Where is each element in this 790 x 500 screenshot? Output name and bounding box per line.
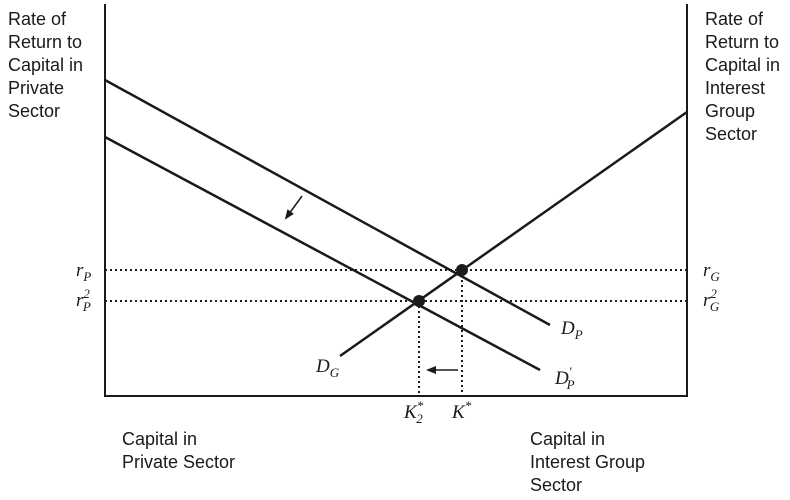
dp-label: DP	[560, 318, 583, 342]
dg-curve	[339, 110, 688, 358]
dg-label: DG	[315, 356, 340, 380]
bottom-right-label: Capital in Interest Group Sector	[530, 429, 646, 495]
dp-curve	[104, 78, 551, 327]
equilibrium-point-original	[456, 264, 468, 276]
right-axis-title: Rate of Return to Capital in Interest Gr…	[705, 9, 781, 144]
left-axis-title: Rate of Return to Capital in Private Sec…	[8, 9, 84, 121]
rg-label: rG	[703, 260, 720, 284]
rp2-label: r2 P	[76, 286, 91, 314]
bottom-left-label: Capital in Private Sector	[122, 429, 236, 472]
rg2-label: r2 G	[703, 286, 720, 314]
rp-label: rP	[76, 260, 91, 284]
equilibrium-point-new	[413, 295, 425, 307]
k-label: K*	[451, 398, 472, 423]
dp-shifted-label: D′ P	[554, 364, 575, 392]
dp-shifted-curve	[104, 135, 541, 372]
k2-label: K* 2	[403, 398, 424, 426]
demand-shift-arrow	[284, 195, 303, 220]
